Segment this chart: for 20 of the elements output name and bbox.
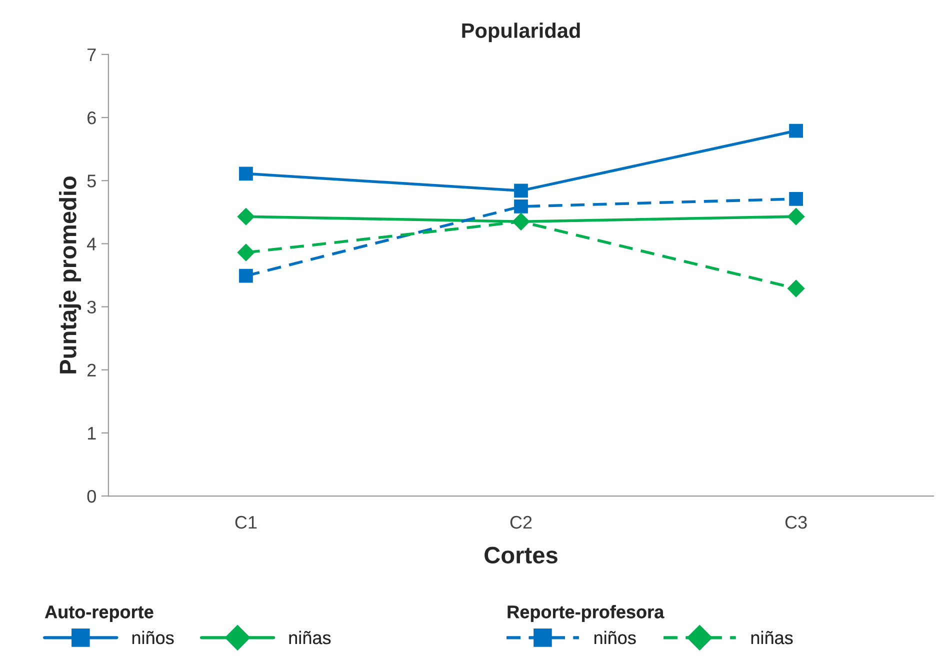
x-tick-label: C2 bbox=[510, 516, 532, 529]
legend-label: niñas bbox=[289, 630, 331, 644]
legend-label: niños bbox=[594, 630, 636, 644]
y-tick-label: 3 bbox=[87, 300, 96, 314]
legend-label: niños bbox=[132, 630, 174, 644]
text: Auto-reporte bbox=[44, 606, 154, 622]
chart-title: Popularidad bbox=[462, 22, 580, 42]
y-tick-label: 0 bbox=[87, 490, 96, 503]
x-tick-label: C1 bbox=[235, 516, 257, 529]
x-tick-label: C3 bbox=[785, 516, 807, 529]
y-tick-label: 2 bbox=[88, 364, 96, 376]
y-tick-label: 7 bbox=[88, 48, 96, 61]
legend-label: niñas bbox=[751, 630, 793, 644]
y-tick-label: 5 bbox=[87, 174, 96, 188]
text: Reporte-profesora bbox=[508, 605, 664, 622]
y-tick-label: 6 bbox=[88, 111, 96, 124]
x-axis-title: Cortes bbox=[484, 546, 558, 564]
y-axis-title: Puntaje promedio bbox=[59, 176, 82, 374]
y-tick-label: 4 bbox=[87, 238, 96, 250]
y-tick-label: 1 bbox=[88, 427, 96, 440]
